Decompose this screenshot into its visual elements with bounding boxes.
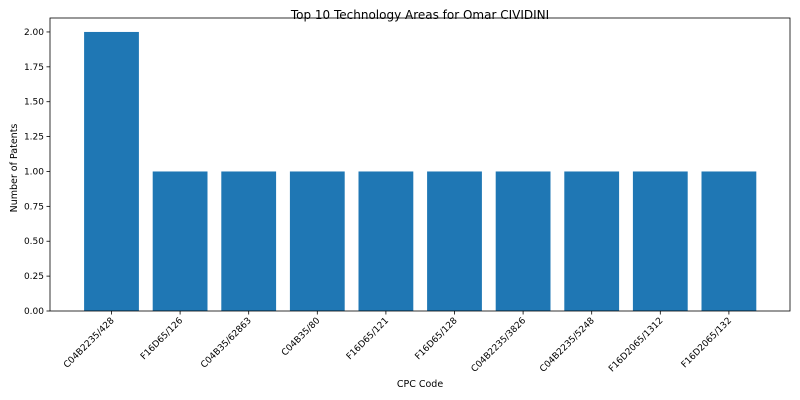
bar-c04b2235-428 <box>84 32 139 311</box>
bar-f16d2065-132 <box>702 171 757 311</box>
x-axis-label: CPC Code <box>397 379 443 390</box>
x-axis-ticks: C04B2235/428 F16D65/126 C04B35/62863 C04B35… <box>62 311 734 375</box>
x-tick-label: F16D2065/1312 <box>607 316 665 374</box>
y-tick-label: 1.50 <box>24 98 44 108</box>
bar-c04b35-80 <box>290 171 345 311</box>
bar-f16d65-121 <box>359 171 414 311</box>
y-tick-label: 1.75 <box>24 63 44 73</box>
y-tick-label: 2.00 <box>24 28 44 38</box>
bar-f16d65-126 <box>153 171 208 311</box>
y-tick-label: 0.75 <box>24 202 44 212</box>
x-tick-label: C04B2235/5248 <box>538 316 597 375</box>
y-tick-label: 1.00 <box>24 167 44 177</box>
x-tick-label: C04B2235/428 <box>62 316 117 371</box>
x-tick-label: F16D2065/132 <box>680 316 734 370</box>
x-tick-label: C04B35/62863 <box>199 316 253 370</box>
y-axis-ticks: 0.00 0.25 0.50 0.75 1.00 1.25 1.50 1.75 2.00 <box>24 28 50 317</box>
bar-c04b2235-5248 <box>564 171 619 311</box>
bar-c04b35-62863 <box>221 171 276 311</box>
y-tick-label: 0.50 <box>24 237 44 247</box>
x-tick-label: F16D65/126 <box>139 316 185 362</box>
chart-title: Top 10 Technology Areas for Omar CIVIDIN… <box>290 8 549 22</box>
x-tick-label: F16D65/128 <box>413 316 459 362</box>
y-tick-label: 0.25 <box>24 272 44 282</box>
y-axis-label: Number of Patents <box>9 124 20 213</box>
y-tick-label: 1.25 <box>24 133 44 143</box>
bar-f16d2065-1312 <box>633 171 688 311</box>
bar-c04b2235-3826 <box>496 171 551 311</box>
bar-f16d65-128 <box>427 171 482 311</box>
y-tick-label: 0.00 <box>24 307 44 317</box>
x-tick-label: F16D65/121 <box>345 316 391 362</box>
x-tick-label: C04B35/80 <box>280 316 323 359</box>
x-tick-label: C04B2235/3826 <box>470 316 529 375</box>
bars-group <box>84 32 756 311</box>
